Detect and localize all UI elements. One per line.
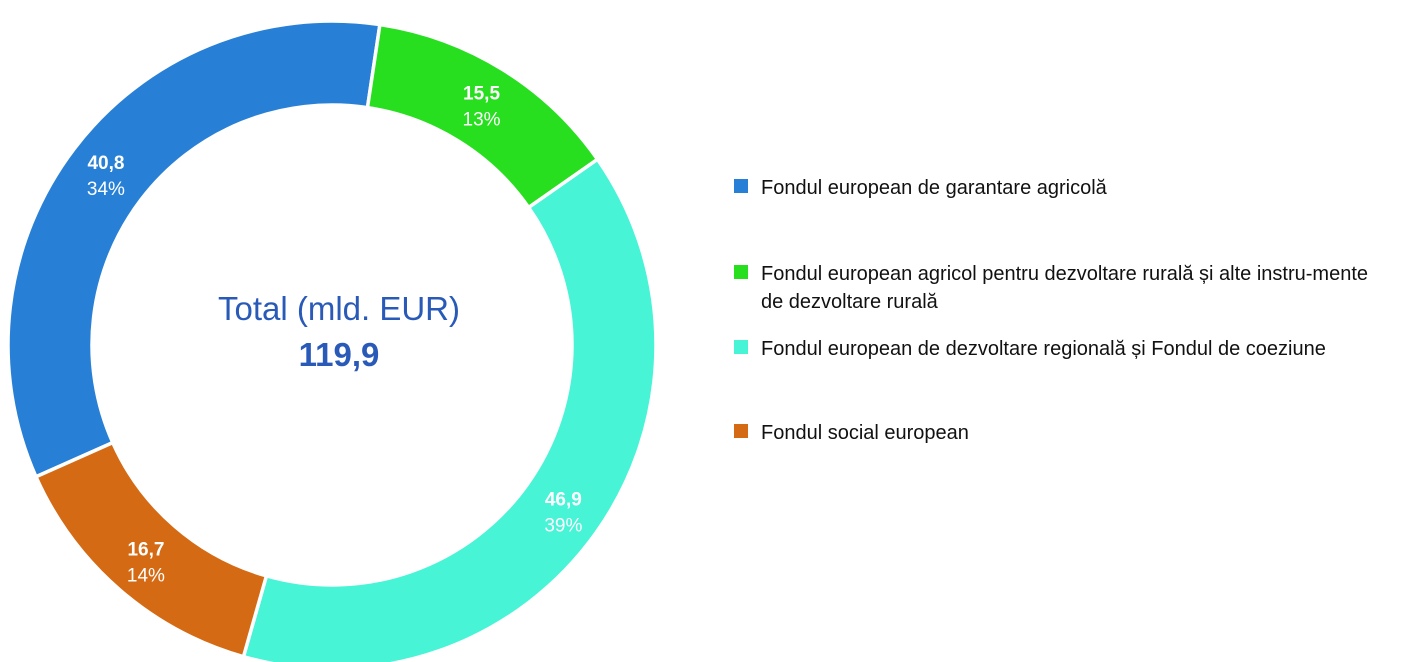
slice-garantare bbox=[6, 19, 382, 480]
slice-value-label: 16,7 bbox=[127, 540, 164, 561]
slice-percent-label: 14% bbox=[127, 566, 165, 587]
center-total: 119,9 bbox=[299, 336, 380, 373]
legend-swatch bbox=[734, 340, 748, 354]
legend-swatch bbox=[734, 424, 748, 438]
slice-percent-label: 39% bbox=[544, 516, 582, 537]
slice-percent-label: 13% bbox=[463, 110, 501, 131]
legend-swatch bbox=[734, 265, 748, 279]
slice-percent-label: 34% bbox=[87, 179, 125, 200]
legend-item-regionala: Fondul european de dezvoltare regională … bbox=[734, 335, 1381, 363]
slice-value-label: 15,5 bbox=[463, 84, 500, 105]
slice-social bbox=[33, 440, 269, 659]
legend-item-garantare: Fondul european de garantare agricolă bbox=[734, 174, 1381, 202]
center-title: Total (mld. EUR) bbox=[218, 290, 460, 327]
legend-label: Fondul european de dezvoltare regională … bbox=[761, 338, 1326, 360]
slice-value-label: 40,8 bbox=[87, 153, 124, 174]
slice-value-label: 46,9 bbox=[545, 490, 582, 511]
slice-labels: 40,8 34% 15,5 13% 46,9 39% 16,7 14% bbox=[87, 84, 583, 587]
legend-label: Fondul social european bbox=[761, 422, 969, 444]
slice-regionala bbox=[241, 156, 658, 662]
legend-item-rurala: Fondul european agricol pentru dezvoltar… bbox=[734, 260, 1381, 316]
legend-label: Fondul european de garantare agricolă bbox=[761, 177, 1107, 199]
donut-slices bbox=[6, 19, 658, 662]
legend-item-social: Fondul social european bbox=[734, 419, 1381, 447]
legend-swatch bbox=[734, 179, 748, 193]
legend-label: Fondul european agricol pentru dezvoltar… bbox=[761, 263, 1369, 313]
